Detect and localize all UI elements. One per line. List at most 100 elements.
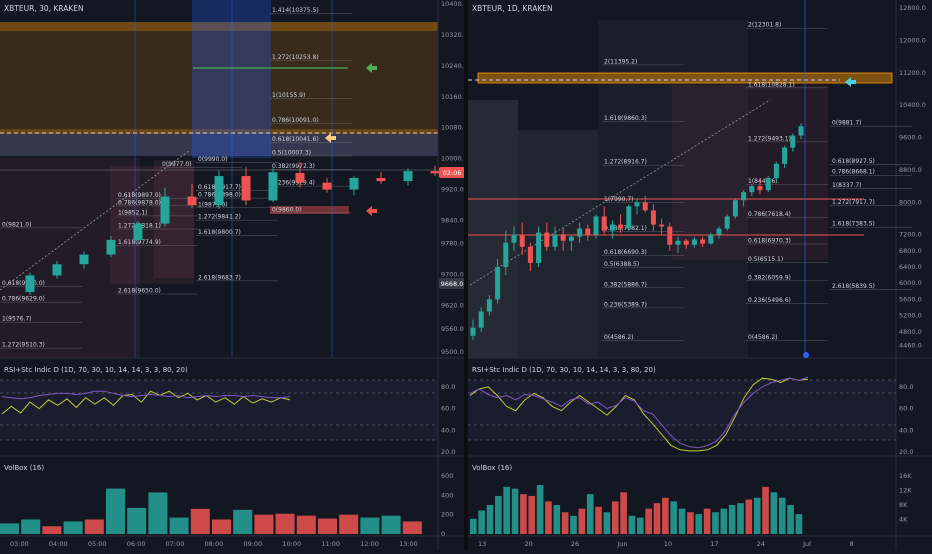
- fib-level-label: 1.272(9510.3): [2, 342, 45, 349]
- fib-level-label: 0.382(6059.9): [748, 274, 791, 281]
- candle-body: [52, 264, 62, 276]
- fib-level-label: 0.5(6515.1): [748, 256, 783, 263]
- stoch-line: [1, 390, 291, 415]
- candle-body: [295, 172, 305, 183]
- volume-bar: [762, 486, 769, 534]
- volume-tick-label: 8K: [899, 501, 908, 509]
- time-tick-label: 05:00: [88, 540, 107, 548]
- volume-bar: [106, 488, 125, 534]
- time-tick-label: 04:00: [49, 540, 68, 548]
- price-tick-label: 9600.0: [899, 134, 922, 142]
- left-chart-title: XBTEUR, 30, KRAKEN: [4, 4, 84, 13]
- rsi-tick-label: 80.0: [899, 383, 913, 391]
- volume-bar: [339, 514, 359, 534]
- fib-level-label: 1.272(9493.1): [748, 135, 791, 142]
- volume-bar: [402, 521, 422, 534]
- left-rsi-label: RSI+Stc Indic D (1D, 70, 30, 10, 14, 14,…: [4, 366, 188, 374]
- volume-bar: [212, 519, 231, 534]
- rsi-band: [468, 380, 896, 440]
- fib-level-label: 1(7990.7): [604, 196, 634, 203]
- fib-level-label: 0(4586.2): [748, 334, 778, 341]
- rsi-tick-label: 40.0: [441, 426, 455, 434]
- candle-body: [568, 236, 574, 241]
- fib-level-label: 0.618(9897.0): [118, 192, 161, 199]
- volume-bar: [478, 510, 485, 534]
- candle-body: [527, 246, 533, 263]
- volume-bar: [318, 518, 337, 534]
- volume-bar: [620, 492, 627, 534]
- time-tick-label: 24: [757, 540, 765, 548]
- panel-separator[interactable]: [464, 0, 468, 550]
- fib-level-label: 0.5(10007.3): [272, 149, 311, 156]
- fib-level-label: 0(9821.0): [2, 221, 32, 228]
- volume-bar: [495, 495, 502, 534]
- fib-level-label: 1.414(10375.5): [272, 7, 319, 14]
- fib-level-label: 2.618(5839.5): [832, 283, 875, 290]
- volume-bar: [520, 494, 527, 534]
- rsi-tick-label: 80.0: [441, 383, 455, 391]
- price-tick-label: 9700.0: [441, 271, 464, 279]
- volume-bar: [570, 515, 577, 534]
- right-rsi-label: RSI+Stc Indic D (1D, 70, 30, 10, 14, 14,…: [472, 366, 656, 374]
- candle-body: [214, 176, 224, 206]
- volume-bar: [728, 505, 736, 534]
- rsi-band: [0, 380, 438, 440]
- left-volbox-label: VolBox (16): [4, 464, 44, 472]
- candle-body: [650, 210, 656, 225]
- volume-bar: [486, 505, 494, 534]
- fib-level-label: 0.618(8927.5): [832, 158, 875, 165]
- candle-body: [798, 126, 804, 136]
- volume-bar: [127, 507, 147, 534]
- time-tick-label: 8: [850, 540, 854, 548]
- left-volume-pane: 600 400 200 0: [0, 472, 453, 538]
- candle-body: [430, 171, 440, 174]
- fib-level-label: 0.382(5886.7): [604, 281, 647, 288]
- fib-zone-c: [598, 20, 748, 358]
- volume-bar: [662, 497, 669, 534]
- candle-body: [634, 202, 640, 207]
- resistance-zone-top-band: [0, 22, 438, 31]
- fib-level-label: 0.786(8668.1): [832, 169, 875, 176]
- fib-level-label: 2(11395.2): [604, 58, 637, 65]
- candle-body: [519, 234, 525, 247]
- fib-level-label: 1.272(10253.8): [272, 54, 319, 61]
- fib-level-label: 2(12301.8): [748, 22, 781, 29]
- arrow-cyan-left-icon: [845, 77, 856, 87]
- volume-tick-label: 400: [441, 491, 453, 499]
- price-tick-label: 9920.0: [441, 186, 464, 194]
- right-chart-title: XBTEUR, 1D, KRAKEN: [472, 4, 553, 13]
- candle-body: [724, 216, 730, 229]
- fib-zone-2: [110, 166, 194, 284]
- volume-bar: [787, 505, 794, 534]
- candle-body: [486, 299, 492, 312]
- right-candles: [470, 123, 804, 340]
- volume-bar: [753, 497, 761, 534]
- rsi-tick-label: 20.0: [441, 448, 455, 456]
- volume-bar: [536, 485, 544, 534]
- price-tick-label: 9620.0: [441, 302, 464, 310]
- volume-bar: [703, 508, 711, 534]
- fib-level-label: 1.272(7917.7): [832, 199, 875, 206]
- candle-body: [773, 163, 779, 178]
- volume-bar: [795, 514, 803, 534]
- countdown-badge: [439, 167, 465, 178]
- candle-body: [133, 223, 143, 240]
- candle-body: [536, 232, 542, 263]
- fib-level-label: 0.786(7282.1): [604, 225, 647, 232]
- volume-bar: [745, 499, 753, 534]
- fib-level-label: 1(9576.7): [2, 316, 32, 323]
- fib-level-label: 1.618(7383.5): [832, 221, 875, 228]
- time-tick-label: 10: [664, 540, 672, 548]
- price-tick-label: 10000.0: [441, 155, 468, 163]
- volume-bar: [578, 508, 586, 534]
- candle-body: [585, 228, 591, 235]
- volume-bar: [84, 519, 104, 534]
- time-tick-label: 13:00: [399, 540, 418, 548]
- circle-marker-icon[interactable]: [803, 352, 809, 358]
- volume-bar: [0, 523, 19, 534]
- fib-level-label: 1(10155.9): [272, 92, 305, 99]
- candle-body: [700, 239, 706, 244]
- candle-body: [741, 192, 747, 201]
- fib-zone-a: [468, 100, 518, 358]
- candle-body: [708, 234, 714, 244]
